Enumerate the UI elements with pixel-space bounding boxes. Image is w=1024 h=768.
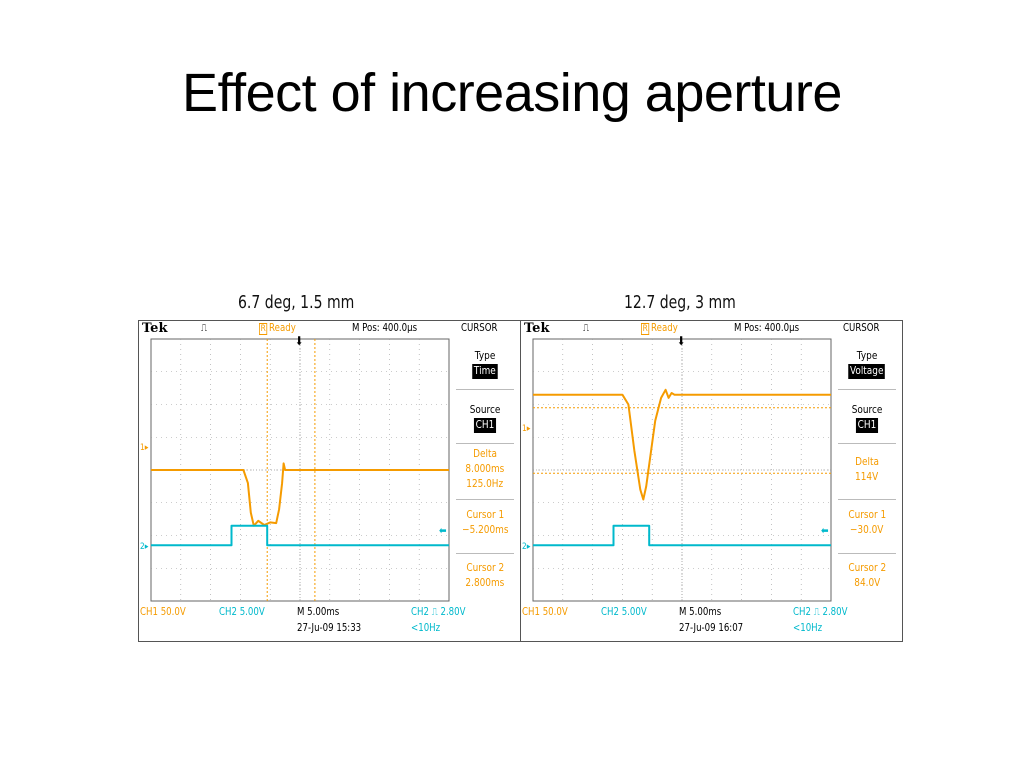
ch1-ground-marker: 1▸	[522, 424, 531, 434]
cursor1-menu-item[interactable]: Cursor 1 −30.0V	[848, 509, 886, 536]
trigger-position-arrow-icon: ⬇	[295, 334, 304, 348]
scope-plot-2	[532, 338, 832, 602]
date-time: 27-Ju-09 15:33	[297, 622, 362, 634]
ch2-trace	[151, 524, 449, 547]
cursor2-menu-item[interactable]: Cursor 2 84.0V	[848, 562, 886, 589]
timebase: M 5.00ms	[679, 606, 722, 618]
ch2-trace	[533, 524, 831, 547]
trigger-info: CH2 ⎍ 2.80V	[793, 606, 848, 618]
delta-readout: Delta 114V	[855, 456, 879, 483]
m-pos: M Pos: 400.0µs	[352, 322, 418, 334]
scope-plot-1	[150, 338, 450, 602]
ch1-scale: CH1 50.0V	[522, 606, 568, 618]
cursor2-menu-item[interactable]: Cursor 2 2.800ms	[465, 562, 505, 589]
ch2-ground-marker: 2▸	[522, 542, 531, 552]
menu-title: CURSOR	[461, 322, 498, 334]
panel-caption-2: 12.7 deg, 3 mm	[624, 292, 736, 313]
scope-screenshot-2: Tek ⎍ R Ready M Pos: 400.0µs CURSOR ⬇ Typ…	[520, 320, 903, 642]
tek-logo: Tek	[524, 321, 550, 336]
slide-title: Effect of increasing aperture	[182, 63, 842, 123]
type-menu-item[interactable]: Type Time	[472, 350, 498, 379]
ch2-scale: CH2 5.00V	[219, 606, 265, 618]
ch2-ground-marker: 2▸	[140, 542, 149, 552]
scope-screenshot-1: Tek ⎍ R Ready M Pos: 400.0µs CURSOR ⬇ Typ…	[138, 320, 521, 642]
type-menu-item[interactable]: Type Voltage	[848, 350, 886, 379]
trigger-frequency: <10Hz	[411, 622, 441, 634]
trigger-icon: ⎍	[583, 322, 590, 334]
menu-title: CURSOR	[843, 322, 880, 334]
timebase: M 5.00ms	[297, 606, 340, 618]
trigger-icon: ⎍	[201, 322, 208, 334]
date-time: 27-Ju-09 16:07	[679, 622, 744, 634]
trigger-frequency: <10Hz	[793, 622, 823, 634]
trigger-level-arrow-icon: ⬅	[821, 524, 829, 537]
ch1-trace	[533, 388, 831, 501]
tek-logo: Tek	[142, 321, 168, 336]
ch1-ground-marker: 1▸	[140, 443, 149, 453]
trigger-position-arrow-icon: ⬇	[677, 334, 686, 348]
ch1-scale: CH1 50.0V	[140, 606, 186, 618]
source-menu-item[interactable]: Source CH1	[851, 404, 883, 433]
panel-caption-1: 6.7 deg, 1.5 mm	[238, 292, 355, 313]
trigger-info: CH2 ⎍ 2.80V	[411, 606, 466, 618]
source-menu-item[interactable]: Source CH1	[469, 404, 501, 433]
status-ready: R Ready	[259, 322, 296, 335]
status-ready: R Ready	[641, 322, 678, 335]
cursor1-menu-item[interactable]: Cursor 1 −5.200ms	[461, 509, 509, 536]
trigger-level-arrow-icon: ⬅	[439, 524, 447, 537]
ch1-trace	[151, 462, 449, 527]
ch2-scale: CH2 5.00V	[601, 606, 647, 618]
delta-readout: Delta 8.000ms 125.0Hz	[465, 448, 505, 490]
m-pos: M Pos: 400.0µs	[734, 322, 800, 334]
